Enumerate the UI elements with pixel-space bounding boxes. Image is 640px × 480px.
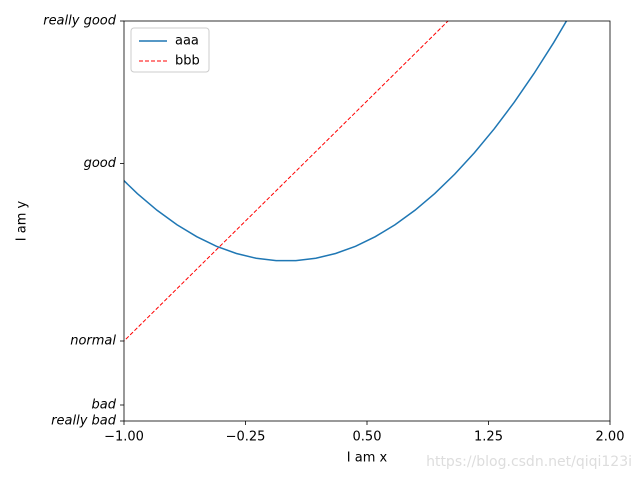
y-tick-label: normal bbox=[70, 334, 116, 349]
y-tick-label: really bad bbox=[51, 414, 117, 429]
legend-box bbox=[130, 27, 210, 73]
axes-frame bbox=[123, 20, 611, 422]
y-tick-label: bad bbox=[92, 398, 117, 413]
x-tick-label: 1.25 bbox=[474, 430, 503, 445]
x-tick-label: 2.00 bbox=[596, 430, 625, 445]
x-axis-label: I am x bbox=[347, 451, 388, 466]
legend-label: aaa bbox=[175, 34, 199, 49]
y-tick-label: really good bbox=[43, 14, 117, 29]
y-tick-label: good bbox=[84, 156, 117, 171]
series-line bbox=[124, 21, 568, 262]
y-axis-label: I am y bbox=[15, 200, 30, 241]
series-line bbox=[124, 21, 449, 342]
x-tick-label: −0.25 bbox=[226, 430, 266, 445]
watermark: https://blog.csdn.net/qiqi123i bbox=[426, 454, 632, 470]
x-tick-label: 0.50 bbox=[353, 430, 382, 445]
legend-label: bbb bbox=[175, 54, 200, 69]
x-tick-label: −1.00 bbox=[104, 430, 144, 445]
